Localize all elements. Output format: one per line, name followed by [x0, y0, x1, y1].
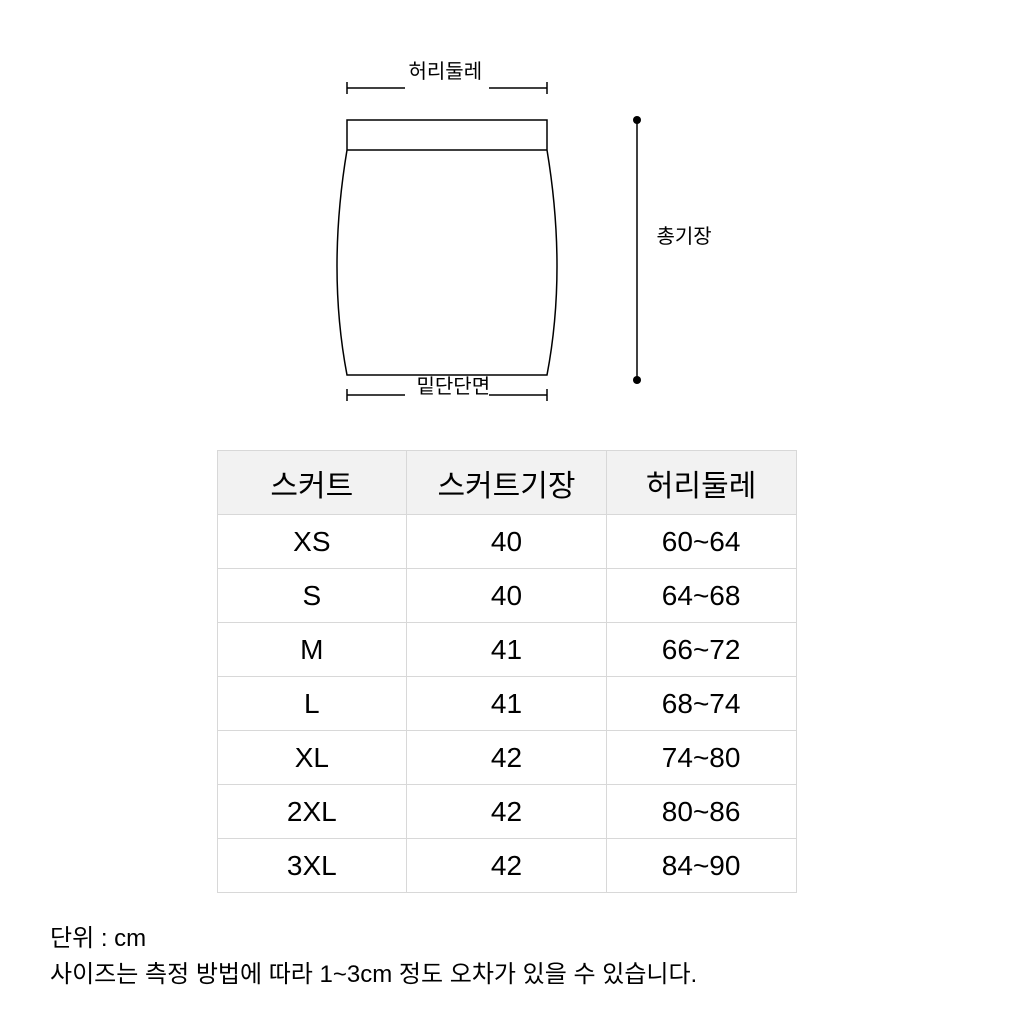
table-header-row: 스커트 스커트기장 허리둘레 [217, 451, 796, 515]
hem-label: 밑단단면 [417, 370, 491, 399]
table-cell: 64~68 [606, 569, 796, 623]
length-measure-line [633, 116, 641, 384]
table-row: 2XL4280~86 [217, 785, 796, 839]
table-header-cell: 스커트 [217, 451, 407, 515]
table-cell: 40 [407, 515, 607, 569]
table-cell: 68~74 [606, 677, 796, 731]
table-cell: 2XL [217, 785, 407, 839]
table-cell: 40 [407, 569, 607, 623]
table-cell: 74~80 [606, 731, 796, 785]
table-cell: XS [217, 515, 407, 569]
table-cell: 41 [407, 677, 607, 731]
table-cell: 41 [407, 623, 607, 677]
table-row: XL4274~80 [217, 731, 796, 785]
table-cell: XL [217, 731, 407, 785]
unit-note: 단위 : cm [50, 921, 963, 957]
table-cell: 66~72 [606, 623, 796, 677]
table-header-cell: 스커트기장 [407, 451, 607, 515]
table-row: S4064~68 [217, 569, 796, 623]
skirt-diagram: 허리둘레 총기장 밑단단면 [277, 40, 737, 420]
table-cell: 60~64 [606, 515, 796, 569]
table-row: XS4060~64 [217, 515, 796, 569]
table-cell: L [217, 677, 407, 731]
table-row: M4166~72 [217, 623, 796, 677]
length-label: 총기장 [657, 220, 712, 249]
table-cell: M [217, 623, 407, 677]
table-cell: 42 [407, 785, 607, 839]
footer-notes: 단위 : cm 사이즈는 측정 방법에 따라 1~3cm 정도 오차가 있을 수… [50, 921, 963, 993]
skirt-outline [337, 120, 557, 375]
table-row: L4168~74 [217, 677, 796, 731]
table-cell: 42 [407, 731, 607, 785]
table-header-cell: 허리둘레 [606, 451, 796, 515]
table-cell: 80~86 [606, 785, 796, 839]
waist-label: 허리둘레 [409, 55, 483, 84]
table-cell: 84~90 [606, 839, 796, 893]
table-row: 3XL4284~90 [217, 839, 796, 893]
table-cell: S [217, 569, 407, 623]
size-table: 스커트 스커트기장 허리둘레 XS4060~64S4064~68M4166~72… [217, 450, 797, 893]
error-note: 사이즈는 측정 방법에 따라 1~3cm 정도 오차가 있을 수 있습니다. [50, 957, 963, 993]
table-cell: 3XL [217, 839, 407, 893]
table-cell: 42 [407, 839, 607, 893]
